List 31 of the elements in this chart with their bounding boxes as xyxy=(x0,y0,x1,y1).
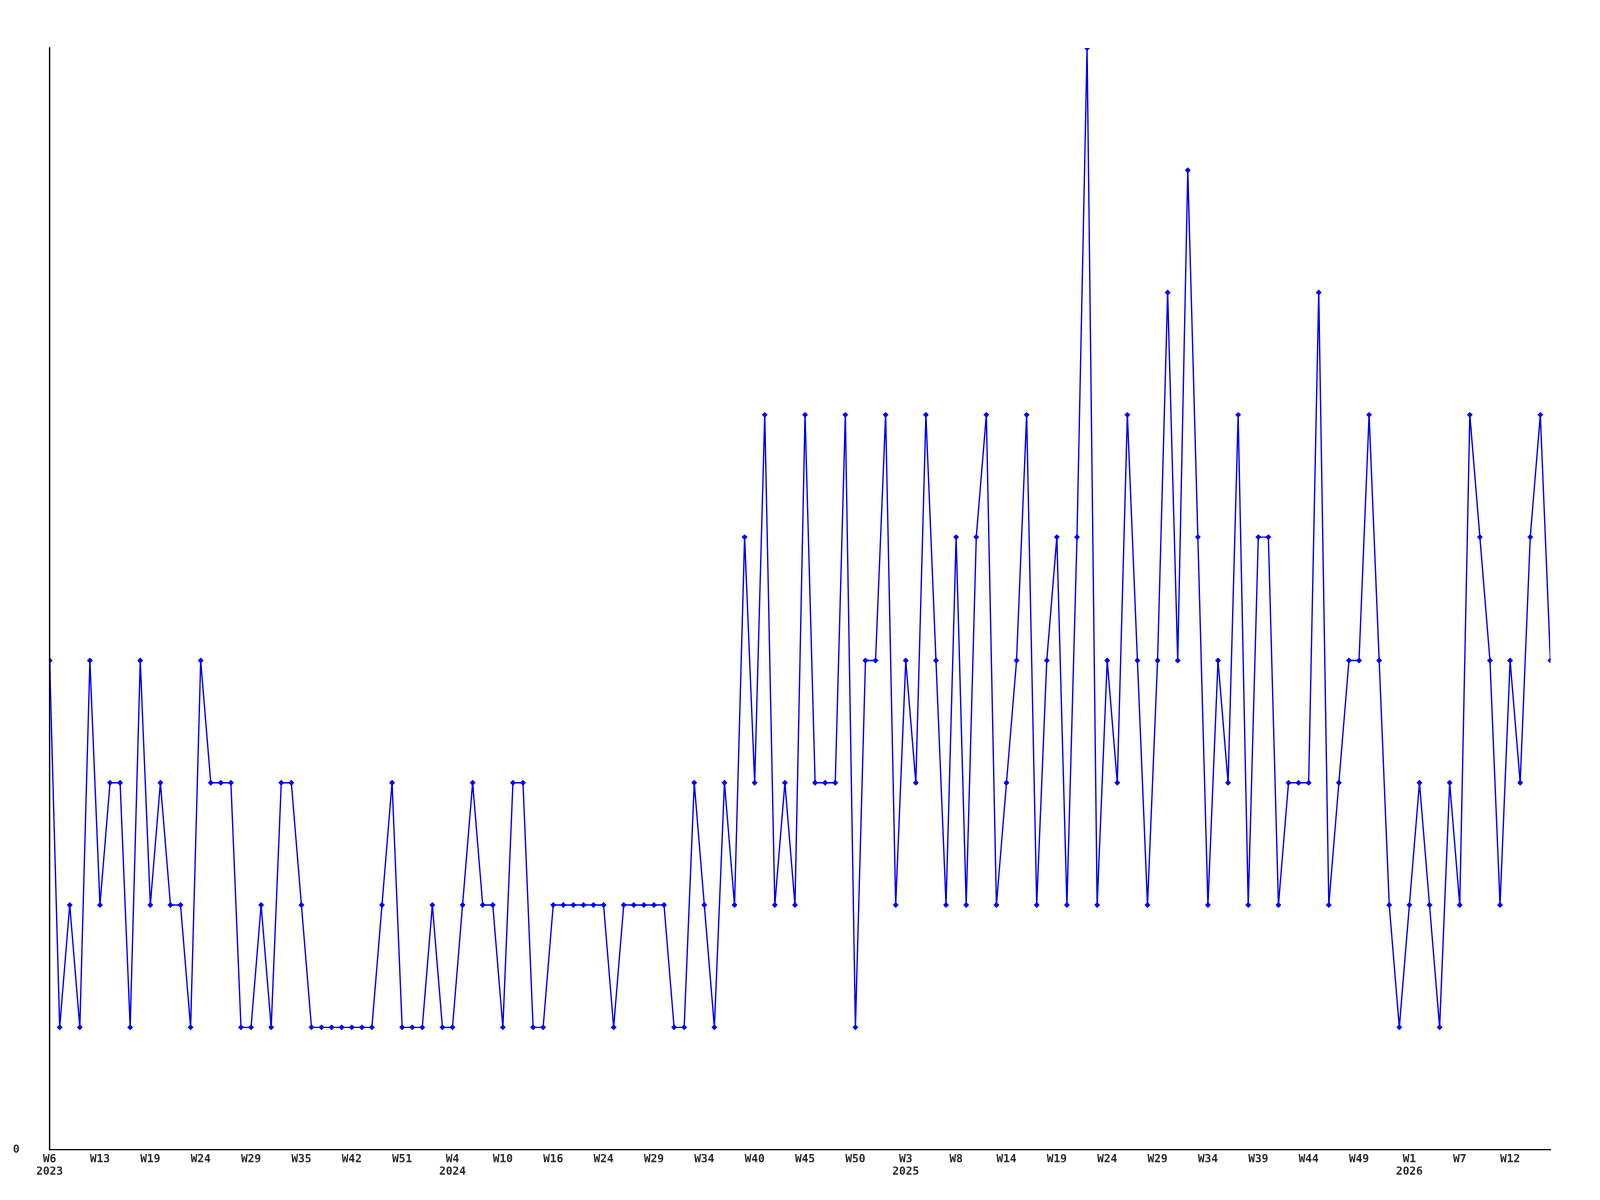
x-tick-label: W10 xyxy=(492,1153,513,1163)
x-tick-label: W51 xyxy=(392,1154,412,1163)
x-tick-label: W40 xyxy=(744,1153,765,1163)
x-tick-label: W35 xyxy=(291,1153,311,1163)
x-tick-label: W4 2024 xyxy=(439,1154,466,1175)
x-tick-label: W29 xyxy=(1147,1153,1167,1163)
x-tick-label: W3 2025 xyxy=(893,1153,919,1175)
x-tick-label: W1 2026 xyxy=(1396,1154,1423,1175)
x-tick-label: W24 xyxy=(1097,1153,1117,1163)
x-tick-label: W42 xyxy=(341,1153,361,1163)
x-tick-label: W29 xyxy=(241,1153,261,1163)
text: 0 xyxy=(13,1144,19,1153)
x-tick-label: W19 xyxy=(1046,1154,1067,1163)
x-tick-label: W24 xyxy=(593,1153,614,1163)
x-tick-label: W19 xyxy=(140,1154,160,1163)
x-tick-label: W14 xyxy=(996,1154,1017,1163)
x-tick-label: W24 xyxy=(190,1153,211,1163)
x-tick-label: W44 xyxy=(1298,1154,1319,1163)
x-tick-label: W8 xyxy=(949,1153,963,1163)
x-tick-label: W6 2023 xyxy=(36,1153,63,1175)
x-tick-label: W7 xyxy=(1453,1154,1466,1163)
x-tick-label: W13 xyxy=(89,1153,110,1163)
x-tick-label: W39 xyxy=(1248,1153,1268,1163)
x-tick-label: W45 xyxy=(795,1154,815,1163)
x-tick-label: W50 xyxy=(845,1153,865,1163)
x-tick-label: W49 xyxy=(1348,1154,1369,1163)
x-tick-label: W12 xyxy=(1500,1153,1520,1163)
x-tick-label: W29 xyxy=(643,1153,664,1163)
x-tick-label: W34 xyxy=(694,1153,714,1163)
x-tick-label: W34 xyxy=(1197,1153,1218,1163)
x-tick-label: W16 xyxy=(543,1153,563,1163)
